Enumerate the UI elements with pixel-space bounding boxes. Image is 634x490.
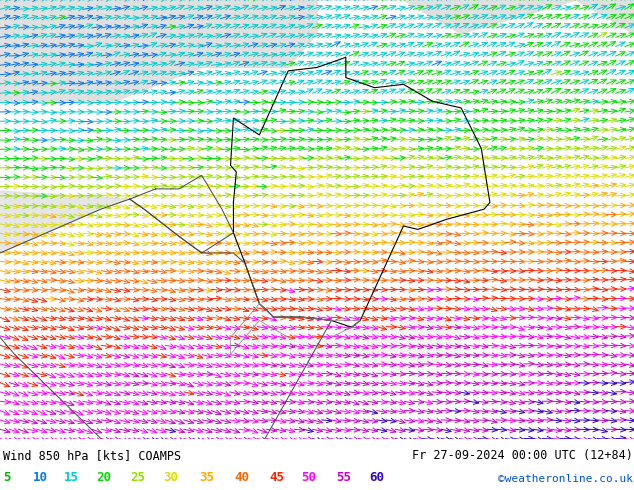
Text: 15: 15 (63, 471, 79, 484)
Text: 30: 30 (164, 471, 179, 484)
Text: 50: 50 (301, 471, 316, 484)
Polygon shape (317, 0, 634, 34)
Text: 60: 60 (370, 471, 385, 484)
Text: 35: 35 (200, 471, 215, 484)
Polygon shape (0, 0, 317, 101)
Text: 55: 55 (336, 471, 351, 484)
Text: 25: 25 (130, 471, 145, 484)
Text: Wind 850 hPa [kts] COAMPS: Wind 850 hPa [kts] COAMPS (3, 449, 181, 462)
Text: 10: 10 (33, 471, 48, 484)
Text: 40: 40 (235, 471, 250, 484)
Text: ©weatheronline.co.uk: ©weatheronline.co.uk (498, 474, 633, 484)
Polygon shape (0, 186, 130, 253)
Text: 45: 45 (269, 471, 285, 484)
Text: 5: 5 (3, 471, 11, 484)
Text: 20: 20 (96, 471, 112, 484)
Text: Fr 27-09-2024 00:00 UTC (12+84): Fr 27-09-2024 00:00 UTC (12+84) (412, 449, 633, 462)
Polygon shape (231, 320, 461, 371)
